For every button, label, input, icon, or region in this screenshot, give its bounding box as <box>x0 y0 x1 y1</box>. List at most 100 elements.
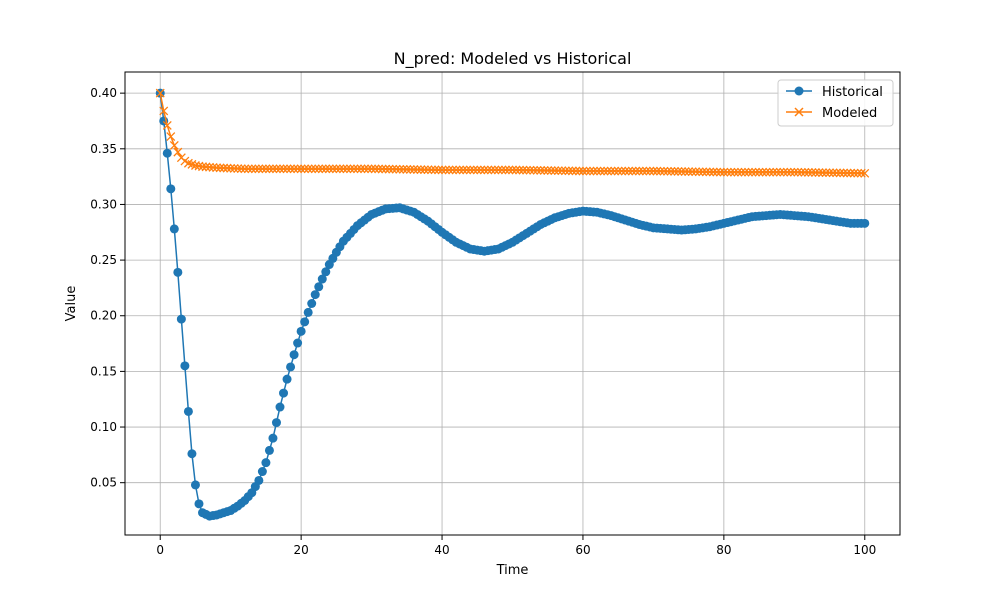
modeled-point <box>497 165 507 175</box>
modeled-point <box>522 165 532 175</box>
legend-historical-label: Historical <box>822 85 883 100</box>
modeled-point <box>430 165 440 175</box>
modeled-point <box>603 166 613 176</box>
historical-point <box>166 184 176 194</box>
historical-point <box>257 467 267 477</box>
modeled-point <box>416 165 426 175</box>
modeled-point <box>648 166 658 176</box>
modeled-point <box>680 167 690 177</box>
modeled-point <box>560 166 570 176</box>
modeled-point <box>381 164 391 174</box>
modeled-point <box>722 167 732 177</box>
modeled-point <box>243 164 253 174</box>
modeled-point <box>377 164 387 174</box>
series-modeled <box>155 88 870 178</box>
modeled-point <box>395 164 405 174</box>
modeled-point <box>610 166 620 176</box>
modeled-point <box>606 166 616 176</box>
modeled-point <box>772 167 782 177</box>
series-historical <box>155 88 870 521</box>
modeled-point <box>402 164 412 174</box>
modeled-point <box>589 166 598 176</box>
modeled-point <box>208 162 218 172</box>
modeled-point <box>655 166 665 176</box>
modeled-point <box>747 167 757 177</box>
historical-point <box>194 499 204 509</box>
y-tick-label: 0.25 <box>90 253 117 267</box>
modeled-point <box>627 166 637 176</box>
modeled-point <box>504 165 514 175</box>
modeled-point <box>500 165 510 175</box>
modeled-point <box>324 164 334 174</box>
modeled-point <box>296 164 306 174</box>
x-tick-label: 0 <box>156 543 164 557</box>
historical-point <box>162 148 172 158</box>
modeled-point <box>451 165 461 175</box>
modeled-point <box>261 164 271 174</box>
modeled-point <box>338 164 348 174</box>
modeled-point <box>786 167 796 177</box>
modeled-point <box>670 166 680 176</box>
x-tick-label: 60 <box>575 543 590 557</box>
modeled-point <box>596 166 606 176</box>
modeled-point <box>236 164 246 174</box>
modeled-point <box>758 167 768 177</box>
modeled-point <box>169 140 179 150</box>
modeled-point <box>462 165 472 175</box>
modeled-point <box>303 164 313 174</box>
legend: Historical Modeled <box>777 79 894 127</box>
modeled-point <box>740 167 750 177</box>
modeled-point <box>479 165 489 175</box>
modeled-point <box>807 167 817 177</box>
modeled-point <box>761 167 771 177</box>
y-tick-label: 0.30 <box>90 197 117 211</box>
historical-point <box>254 475 264 485</box>
modeled-point <box>712 167 722 177</box>
modeled-point <box>349 164 359 174</box>
historical-point <box>321 267 331 277</box>
modeled-point <box>694 167 704 177</box>
y-tick-label: 0.05 <box>90 476 117 490</box>
modeled-point <box>715 167 725 177</box>
modeled-point <box>839 168 849 178</box>
modeled-point <box>427 165 436 175</box>
historical-point <box>169 224 179 234</box>
y-tick-label: 0.40 <box>90 86 117 100</box>
modeled-point <box>328 164 338 174</box>
modeled-point <box>856 168 866 178</box>
modeled-point <box>155 88 165 98</box>
modeled-point <box>659 166 669 176</box>
modeled-point <box>465 165 475 175</box>
modeled-point <box>219 163 229 173</box>
modeled-point <box>557 166 567 176</box>
x-tick-label: 20 <box>293 543 308 557</box>
modeled-point <box>483 165 493 175</box>
modeled-point <box>374 164 384 174</box>
modeled-point <box>317 164 327 174</box>
modeled-point <box>800 167 810 177</box>
historical-point <box>310 290 320 300</box>
modeled-point <box>853 168 863 178</box>
modeled-point <box>469 165 479 175</box>
modeled-point <box>307 164 317 174</box>
modeled-point <box>458 165 468 175</box>
modeled-point <box>818 168 827 178</box>
x-axis: 0 20 40 60 80 100 <box>156 535 876 557</box>
modeled-point <box>550 166 560 176</box>
modeled-point <box>620 166 630 176</box>
modeled-point <box>363 164 373 174</box>
modeled-point <box>828 168 838 178</box>
modeled-point <box>543 166 553 175</box>
modeled-point <box>529 165 539 175</box>
modeled-point <box>190 161 200 170</box>
historical-point <box>282 374 292 384</box>
modeled-point <box>212 163 222 173</box>
modeled-point <box>367 164 377 174</box>
modeled-point <box>832 168 842 178</box>
modeled-point <box>205 162 215 172</box>
modeled-point <box>405 164 415 174</box>
modeled-point <box>279 164 288 174</box>
modeled-point <box>472 165 482 175</box>
modeled-point <box>578 166 588 176</box>
